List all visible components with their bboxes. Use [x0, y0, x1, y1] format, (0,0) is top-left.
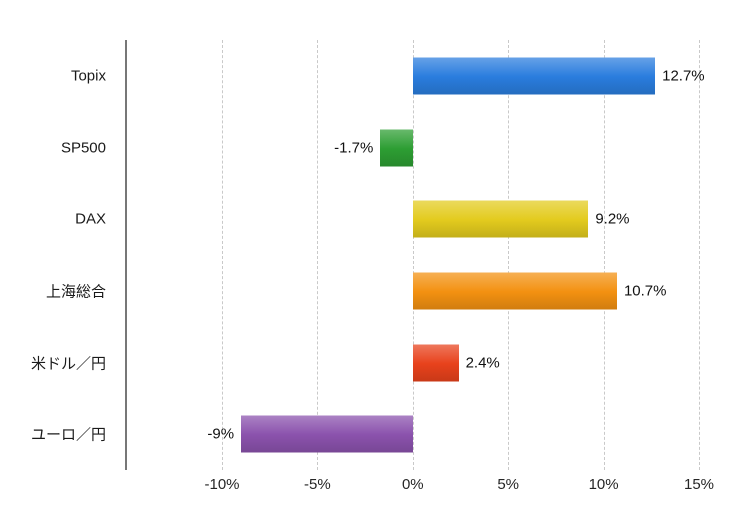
gridline — [699, 40, 700, 470]
gridline — [508, 40, 510, 470]
value-label: 9.2% — [595, 210, 630, 228]
gridline — [317, 40, 319, 470]
value-label: 12.7% — [662, 67, 705, 85]
category-label: DAX — [75, 210, 106, 228]
x-tick-label: 10% — [588, 476, 619, 493]
bar — [241, 415, 413, 453]
gridline — [412, 40, 414, 470]
category-label: ユーロ／円 — [30, 426, 106, 444]
category-label: Topix — [70, 67, 106, 85]
category-labels: Topix SP500 DAX 上海総合米ドル／円ユーロ／円 — [0, 40, 106, 470]
bar — [412, 57, 656, 95]
category-label: SP500 — [60, 139, 106, 156]
bar — [380, 129, 413, 166]
category-label: 米ドル／円 — [30, 355, 106, 372]
value-label: 10.7% — [623, 282, 667, 300]
gridline — [222, 40, 223, 470]
x-tick-label: 15% — [683, 476, 715, 493]
value-label: 2.4% — [465, 354, 500, 371]
value-label: -9% — [207, 425, 235, 443]
bar — [412, 200, 589, 238]
bar — [412, 344, 459, 381]
x-tick-label: 0% — [401, 476, 424, 493]
value-label: -1.7% — [334, 139, 374, 156]
bar — [412, 272, 617, 310]
y-axis-line — [125, 40, 127, 470]
x-axis-tick-labels: -10% -5% 0% 5% 10% 15% — [125, 476, 714, 496]
x-tick-label: 5% — [497, 476, 520, 493]
gridline — [603, 40, 605, 470]
x-tick-label: -10% — [204, 476, 240, 493]
x-tick-label: -5% — [304, 476, 331, 493]
category-label: 上海総合 — [45, 283, 106, 301]
plot-area: 12.7% -1.7% 9.2% 10.7% 2.4% -9% — [125, 40, 705, 470]
